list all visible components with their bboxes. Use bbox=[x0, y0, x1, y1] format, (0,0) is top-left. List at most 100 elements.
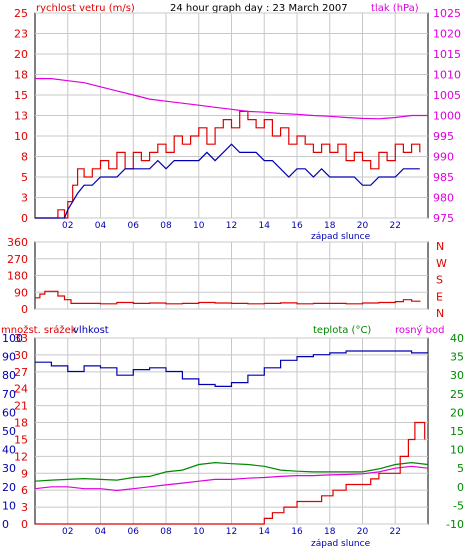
temperature-tick-label: 10 bbox=[450, 444, 464, 457]
y-left-tick-label: 10 bbox=[14, 130, 28, 143]
y-left-tick-label: 20 bbox=[14, 48, 28, 61]
y-left-tick-label: 25 bbox=[14, 7, 28, 20]
y-left-tick-label: 8 bbox=[21, 151, 28, 164]
y-left-tick-label: 13 bbox=[14, 110, 28, 123]
compass-label: E bbox=[436, 290, 443, 303]
chart-title: 24 hour graph day : 23 March 2007 bbox=[170, 3, 348, 14]
humidity-axis-label: vlhkost bbox=[73, 325, 109, 336]
sunset-label-bottom: západ slunce bbox=[311, 539, 371, 549]
series-line-red bbox=[35, 421, 426, 525]
temperature-axis-label: teplota (°C) bbox=[313, 325, 371, 336]
humidity-tick-label: 30 bbox=[2, 462, 16, 475]
y-right-tick-label: 990 bbox=[433, 151, 454, 164]
x-tick-label: 22 bbox=[390, 527, 401, 537]
precip-tick-label: 24 bbox=[14, 383, 28, 396]
x-tick-label: 20 bbox=[357, 527, 369, 537]
precip-tick-label: 21 bbox=[14, 400, 28, 413]
x-tick-label: 22 bbox=[390, 221, 401, 231]
x-tick-label: 16 bbox=[291, 527, 303, 537]
direction-tick-label: 90 bbox=[14, 286, 28, 299]
y-left-tick-label: 15 bbox=[14, 89, 28, 102]
y-right-tick-label: 995 bbox=[433, 130, 454, 143]
precip-tick-label: 15 bbox=[14, 433, 28, 446]
dewpoint-axis-label: rosný bod bbox=[395, 324, 444, 336]
y-right-tick-label: 985 bbox=[433, 171, 454, 184]
y-right-tick-label: 1025 bbox=[433, 7, 461, 20]
compass-label: W bbox=[436, 257, 447, 270]
compass-label: S bbox=[436, 274, 443, 287]
wind-axis-label: rychlost vetru (m/s) bbox=[36, 3, 135, 14]
temperature-tick-label: -10 bbox=[446, 518, 464, 531]
x-tick-label: 02 bbox=[62, 221, 73, 231]
precip-tick-label: 27 bbox=[14, 366, 28, 379]
humidity-tick-label: 80 bbox=[2, 369, 16, 382]
precip-tick-label: 30 bbox=[14, 349, 28, 362]
temperature-tick-label: 35 bbox=[450, 351, 464, 364]
x-tick-label: 20 bbox=[357, 221, 369, 231]
sunset-label-top: západ slunce bbox=[311, 232, 371, 242]
humidity-tick-label: 0 bbox=[2, 518, 9, 531]
series-line-magenta bbox=[34, 465, 429, 492]
series-line-green bbox=[34, 461, 429, 482]
precip-tick-label: 6 bbox=[21, 484, 28, 497]
series-line-magenta bbox=[35, 78, 428, 120]
x-tick-label: 04 bbox=[95, 221, 107, 231]
humidity-tick-label: 50 bbox=[2, 425, 16, 438]
humidity-tick-label: 70 bbox=[2, 388, 16, 401]
temperature-tick-label: 20 bbox=[450, 406, 464, 419]
x-tick-label: 14 bbox=[259, 221, 271, 231]
temperature-tick-label: 25 bbox=[450, 388, 464, 401]
precip-tick-label: 33 bbox=[14, 332, 28, 345]
precip-tick-label: 18 bbox=[14, 417, 28, 430]
direction-tick-label: 0 bbox=[21, 303, 28, 316]
y-left-tick-label: 3 bbox=[21, 192, 28, 205]
x-tick-label: 12 bbox=[226, 221, 237, 231]
y-right-tick-label: 1010 bbox=[433, 69, 461, 82]
temperature-tick-label: 0 bbox=[457, 481, 464, 494]
x-tick-label: 04 bbox=[95, 527, 107, 537]
pressure-axis-label: tlak (hPa) bbox=[371, 3, 419, 14]
humidity-tick-label: 10 bbox=[2, 499, 16, 512]
x-tick-label: 08 bbox=[160, 221, 172, 231]
compass-label: N bbox=[436, 240, 444, 253]
precip-axis-label: množst. srážek bbox=[1, 324, 77, 336]
series-line-blue bbox=[35, 350, 428, 387]
x-tick-label: 18 bbox=[324, 221, 336, 231]
humidity-tick-label: 90 bbox=[2, 351, 16, 364]
precip-tick-label: 12 bbox=[14, 450, 28, 463]
compass-label: N bbox=[436, 307, 444, 320]
x-tick-label: 06 bbox=[128, 527, 140, 537]
y-left-tick-label: 5 bbox=[21, 171, 28, 184]
humidity-tick-label: 60 bbox=[2, 406, 16, 419]
direction-tick-label: 360 bbox=[7, 236, 28, 249]
precip-tick-label: 3 bbox=[21, 501, 28, 514]
precip-tick-label: 0 bbox=[21, 518, 28, 531]
direction-tick-label: 270 bbox=[7, 253, 28, 266]
humidity-tick-label: 20 bbox=[2, 481, 16, 494]
humidity-tick-label: 100 bbox=[2, 332, 23, 345]
x-tick-label: 10 bbox=[193, 221, 205, 231]
temperature-tick-label: -5 bbox=[453, 499, 464, 512]
x-tick-label: 08 bbox=[160, 527, 172, 537]
x-tick-label: 10 bbox=[193, 527, 205, 537]
y-right-tick-label: 1020 bbox=[433, 28, 461, 41]
x-tick-label: 18 bbox=[324, 527, 336, 537]
y-left-tick-label: 23 bbox=[14, 28, 28, 41]
y-right-tick-label: 1015 bbox=[433, 48, 461, 61]
direction-tick-label: 180 bbox=[7, 270, 28, 283]
x-tick-label: 12 bbox=[226, 527, 237, 537]
x-tick-label: 14 bbox=[259, 527, 271, 537]
temperature-tick-label: 40 bbox=[450, 332, 464, 345]
x-tick-label: 06 bbox=[128, 221, 140, 231]
series-line-red bbox=[35, 110, 421, 219]
y-right-tick-label: 975 bbox=[433, 212, 454, 225]
humidity-tick-label: 40 bbox=[2, 444, 16, 457]
temperature-tick-label: 30 bbox=[450, 369, 464, 382]
temperature-tick-label: 5 bbox=[457, 462, 464, 475]
y-right-tick-label: 1000 bbox=[433, 110, 461, 123]
temperature-tick-label: 15 bbox=[450, 425, 464, 438]
series-line-red bbox=[35, 290, 421, 305]
x-tick-label: 16 bbox=[291, 221, 303, 231]
